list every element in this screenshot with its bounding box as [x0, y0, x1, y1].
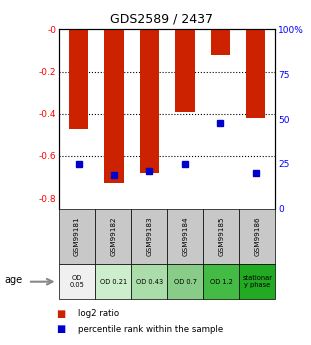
Bar [140, 29, 159, 173]
Text: GSM99182: GSM99182 [110, 217, 116, 256]
Text: stationar
y phase: stationar y phase [242, 275, 272, 288]
Text: OD 1.2: OD 1.2 [210, 279, 233, 285]
Bar [175, 29, 195, 112]
Text: GSM99183: GSM99183 [146, 217, 152, 256]
Text: ■: ■ [56, 309, 65, 319]
Text: age: age [5, 275, 23, 285]
Text: OD 0.7: OD 0.7 [174, 279, 197, 285]
Text: ■: ■ [56, 325, 65, 334]
Text: GSM99184: GSM99184 [182, 217, 188, 256]
Bar [246, 29, 266, 118]
Text: percentile rank within the sample: percentile rank within the sample [78, 325, 223, 334]
Text: GSM99181: GSM99181 [74, 217, 80, 256]
Text: OD 0.43: OD 0.43 [136, 279, 163, 285]
Bar [211, 29, 230, 55]
Text: GDS2589 / 2437: GDS2589 / 2437 [110, 12, 213, 25]
Text: GSM99186: GSM99186 [254, 217, 260, 256]
Bar [104, 29, 124, 184]
Text: OD
0.05: OD 0.05 [70, 275, 85, 288]
Text: log2 ratio: log2 ratio [78, 309, 119, 318]
Text: GSM99185: GSM99185 [218, 217, 224, 256]
Text: OD 0.21: OD 0.21 [100, 279, 127, 285]
Bar [69, 29, 88, 129]
